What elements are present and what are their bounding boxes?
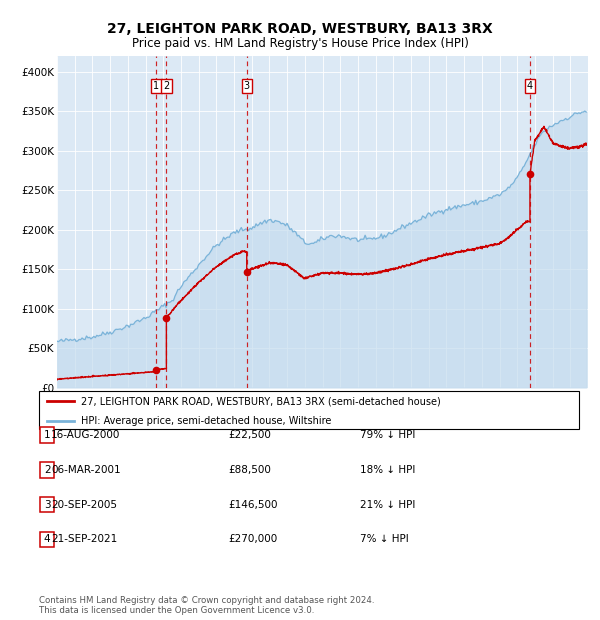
Text: 3: 3 [44,500,50,510]
Text: 4: 4 [44,534,50,544]
Text: 27, LEIGHTON PARK ROAD, WESTBURY, BA13 3RX: 27, LEIGHTON PARK ROAD, WESTBURY, BA13 3… [107,22,493,36]
Text: £146,500: £146,500 [228,500,277,510]
Text: 4: 4 [527,81,533,91]
Text: 79% ↓ HPI: 79% ↓ HPI [360,430,415,440]
Text: 18% ↓ HPI: 18% ↓ HPI [360,465,415,475]
Text: Price paid vs. HM Land Registry's House Price Index (HPI): Price paid vs. HM Land Registry's House … [131,37,469,50]
Text: 06-MAR-2001: 06-MAR-2001 [51,465,121,475]
Text: Contains HM Land Registry data © Crown copyright and database right 2024.
This d: Contains HM Land Registry data © Crown c… [39,596,374,615]
Text: 2: 2 [44,465,50,475]
Text: 2: 2 [163,81,170,91]
Text: £270,000: £270,000 [228,534,277,544]
Text: 1: 1 [154,81,160,91]
Text: 27, LEIGHTON PARK ROAD, WESTBURY, BA13 3RX (semi-detached house): 27, LEIGHTON PARK ROAD, WESTBURY, BA13 3… [81,396,441,406]
Text: £88,500: £88,500 [228,465,271,475]
Text: 21-SEP-2021: 21-SEP-2021 [51,534,117,544]
Text: 21% ↓ HPI: 21% ↓ HPI [360,500,415,510]
Text: 1: 1 [44,430,50,440]
Text: £22,500: £22,500 [228,430,271,440]
Text: 20-SEP-2005: 20-SEP-2005 [51,500,117,510]
Text: HPI: Average price, semi-detached house, Wiltshire: HPI: Average price, semi-detached house,… [81,415,331,425]
Text: 16-AUG-2000: 16-AUG-2000 [51,430,121,440]
Text: 3: 3 [244,81,250,91]
Text: 7% ↓ HPI: 7% ↓ HPI [360,534,409,544]
